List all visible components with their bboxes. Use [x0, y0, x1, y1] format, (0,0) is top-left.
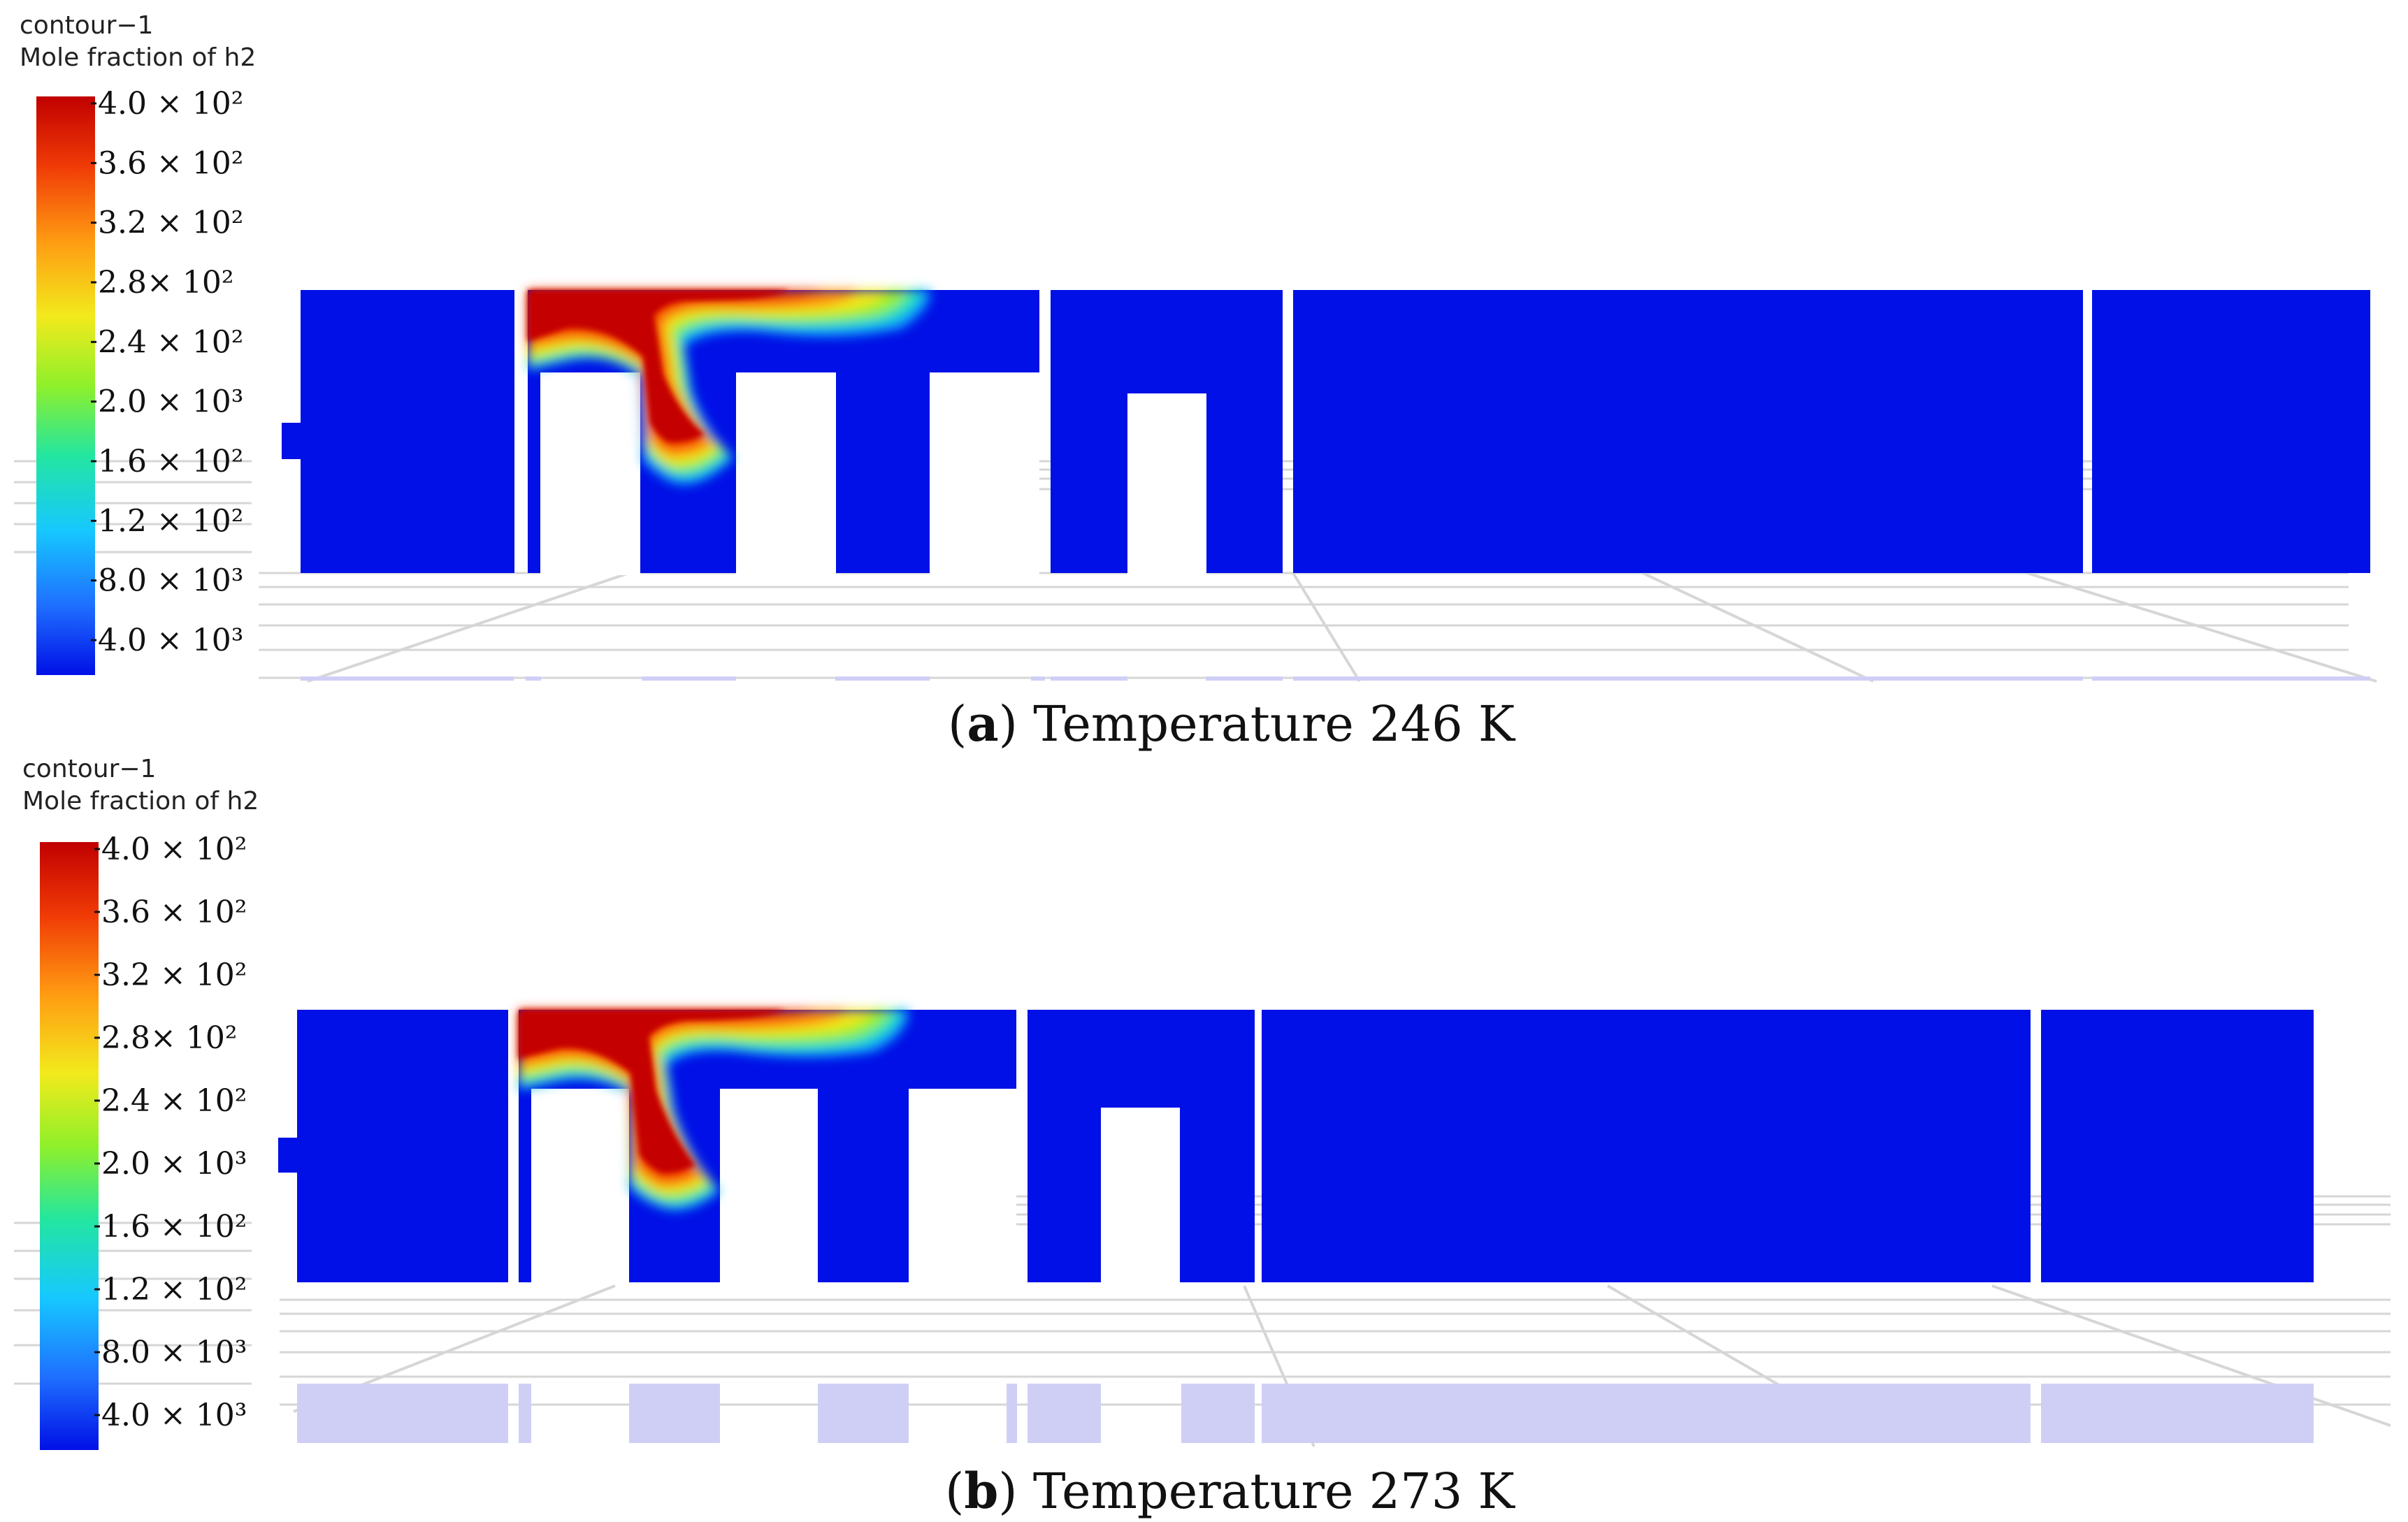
- panel-a-floor-shadow: [301, 676, 2370, 681]
- colorbar-tick-label: 3.6 × 10²: [98, 145, 243, 181]
- colorbar-tick-label: 2.8× 10²: [101, 1020, 237, 1056]
- panel-b-colorbar-title: contour−1: [22, 755, 156, 783]
- colorbar-tick-label: 3.2 × 10²: [101, 957, 247, 993]
- colorbar-tick-label: 2.8× 10²: [98, 265, 233, 300]
- panel-a-caption: (a) Temperature 246 K: [948, 695, 1516, 753]
- colorbar-tick-label: 2.4 × 10²: [101, 1083, 247, 1119]
- colorbar-tick-label: 1.2 × 10²: [98, 503, 243, 539]
- panel-a-hydrogen-plume: [528, 290, 930, 485]
- panel-b-caption-letter: b: [964, 1462, 998, 1520]
- panel-b-colorbar-subtitle: Mole fraction of h2: [22, 787, 259, 816]
- colorbar-tick-label: 3.2 × 10²: [98, 205, 243, 241]
- colorbar-tick-label: 8.0 × 10³: [101, 1335, 247, 1370]
- panel-a-tunnel-domain: [282, 290, 2370, 575]
- colorbar-tick-label: 3.6 × 10²: [101, 894, 247, 930]
- panel-b-colorbar: contour−1 Mole fraction of h2 4.0 × 10² 3…: [22, 755, 259, 1450]
- colorbar-tick-label: 4.0 × 10²: [98, 86, 243, 122]
- colorbar-tick-label: 2.4 × 10²: [98, 324, 243, 360]
- colorbar-tick-label: 2.0 × 10³: [101, 1146, 247, 1182]
- colorbar-tick-label: 1.6 × 10²: [101, 1209, 247, 1245]
- colorbar-tick-label: 8.0 × 10³: [98, 563, 243, 599]
- panel-a-colorbar-ramp: [36, 96, 95, 675]
- panel-b-floor-shadow: [297, 1384, 2314, 1443]
- panel-b: contour−1 Mole fraction of h2 4.0 × 10² 3…: [14, 755, 2391, 1520]
- panel-b-caption-text: Temperature 273 K: [1018, 1463, 1516, 1520]
- colorbar-tick-label: 1.6 × 10²: [98, 444, 243, 479]
- panel-a-caption-text: Temperature 246 K: [1018, 695, 1516, 753]
- colorbar-tick-label: 4.0 × 10³: [98, 623, 243, 658]
- panel-b-colorbar-ticks: 4.0 × 10² 3.6 × 10² 3.2 × 10² 2.8× 10² 2.4 ×…: [94, 832, 247, 1433]
- panel-a-colorbar: contour−1 Mole fraction of h2 4.0 × 10² 3…: [20, 11, 256, 675]
- colorbar-tick-label: 1.2 × 10²: [101, 1272, 247, 1307]
- panel-a-caption-letter: a: [967, 695, 998, 753]
- colorbar-tick-label: 4.0 × 10³: [101, 1398, 247, 1433]
- colorbar-tick-label: 4.0 × 10²: [101, 832, 247, 867]
- panel-b-colorbar-ramp: [40, 842, 99, 1450]
- panel-a-colorbar-ticks: 4.0 × 10² 3.6 × 10² 3.2 × 10² 2.8× 10² 2.4 ×…: [91, 86, 243, 658]
- panel-a-colorbar-title: contour−1: [20, 11, 153, 40]
- panel-b-hydrogen-plume: [519, 1010, 909, 1211]
- colorbar-tick-label: 2.0 × 10³: [98, 384, 243, 420]
- panel-a-colorbar-subtitle: Mole fraction of h2: [20, 43, 256, 72]
- panel-a: contour−1 Mole fraction of h2 4.0 × 10² 3…: [14, 11, 2377, 753]
- panel-b-caption: (b) Temperature 273 K: [945, 1462, 1516, 1520]
